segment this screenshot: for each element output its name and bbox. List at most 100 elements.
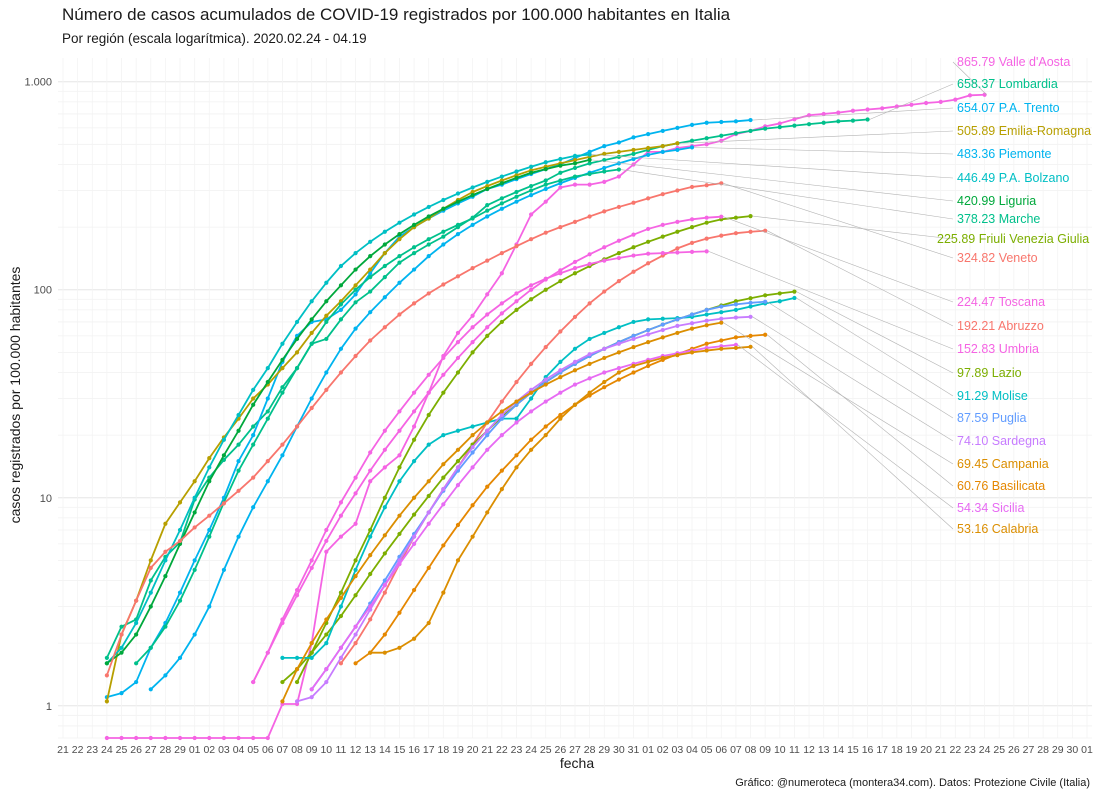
data-point-lombardia: [792, 123, 797, 128]
data-point-liguria: [499, 181, 504, 186]
x-tick-label: 06: [715, 744, 727, 756]
data-point-sardegna: [675, 323, 680, 329]
data-point-lazio: [411, 512, 417, 517]
data-point-piemonte: [280, 453, 285, 458]
data-point-lombardia: [558, 170, 563, 175]
data-point-marche: [616, 167, 621, 172]
data-point-toscana: [499, 311, 504, 316]
data-point-calabria: [616, 370, 621, 375]
data-point-liguria: [572, 161, 578, 166]
data-point-valle-d-aosta: [572, 182, 578, 187]
data-point-sardegna: [748, 314, 753, 319]
data-point-calabria: [441, 590, 446, 595]
x-tick-label: 01: [1081, 744, 1093, 756]
data-point-sicilia: [485, 447, 490, 452]
data-point-marche: [470, 216, 475, 221]
data-point-valle-d-aosta: [938, 99, 943, 104]
data-point-emilia-romagna: [353, 283, 358, 288]
data-point-p-a-bolzano: [192, 495, 197, 500]
data-point-sardegna: [353, 632, 358, 637]
label-leader-line: [694, 147, 954, 155]
data-point-veneto: [529, 237, 534, 242]
data-point-piemonte: [382, 295, 387, 300]
data-point-piemonte: [529, 193, 534, 198]
data-point-molise: [602, 330, 607, 336]
data-point-toscana: [602, 245, 607, 250]
data-point-toscana: [353, 491, 358, 496]
data-point-umbria: [455, 340, 461, 345]
data-point-marche: [411, 245, 417, 250]
data-point-umbria: [294, 587, 300, 593]
data-point-liguria: [514, 175, 519, 180]
data-point-veneto: [602, 209, 607, 214]
data-point-piemonte: [411, 267, 417, 272]
data-point-valle-d-aosta: [558, 185, 563, 190]
data-point-molise: [733, 307, 739, 312]
data-point-marche: [353, 287, 358, 292]
data-point-veneto: [455, 274, 461, 279]
data-point-calabria: [426, 620, 431, 626]
data-point-marche: [543, 182, 548, 187]
data-point-puglia: [646, 327, 651, 333]
data-point-sardegna: [485, 428, 490, 433]
data-point-abruzzo: [529, 361, 534, 366]
x-tick-label: 20: [920, 744, 932, 756]
data-point-puglia: [704, 307, 709, 312]
data-point-marche: [426, 237, 431, 242]
data-point-veneto: [236, 488, 241, 493]
data-point-marche: [368, 275, 373, 280]
label-leader-line: [723, 322, 954, 465]
data-point-lombardia: [148, 578, 153, 583]
data-point-lombardia: [280, 385, 285, 390]
y-tick-label: 10: [40, 493, 52, 505]
data-point-basilicata: [397, 610, 402, 615]
data-point-abruzzo: [353, 641, 358, 646]
data-point-sardegna: [470, 445, 475, 450]
data-point-molise: [558, 359, 563, 364]
data-point-basilicata: [558, 412, 563, 418]
data-point-valle-d-aosta: [485, 292, 490, 297]
data-point-lombardia: [119, 624, 124, 629]
data-point-friuli-venezia-giulia: [529, 297, 534, 302]
data-point-piemonte: [221, 567, 227, 572]
data-point-valle-d-aosta: [382, 465, 387, 470]
x-tick-label: 21: [935, 744, 947, 756]
data-point-friuli-venezia-giulia: [294, 679, 300, 685]
data-point-sicilia: [587, 376, 592, 381]
data-point-toscana: [704, 215, 709, 220]
data-point-emilia-romagna: [294, 350, 300, 355]
data-point-valle-d-aosta: [134, 735, 139, 741]
data-point-liguria: [587, 157, 592, 162]
x-tick-label: 11: [335, 744, 346, 756]
data-point-basilicata: [616, 377, 621, 382]
data-point-lazio: [792, 289, 797, 294]
data-point-piemonte: [631, 156, 636, 162]
data-point-marche: [309, 341, 314, 346]
data-point-calabria: [602, 379, 607, 385]
data-point-veneto: [309, 405, 314, 411]
data-point-valle-d-aosta: [836, 110, 841, 115]
x-tick-label: 08: [291, 744, 303, 756]
data-point-lombardia: [748, 128, 753, 134]
data-point-piemonte: [265, 479, 270, 484]
data-point-lazio: [426, 493, 431, 499]
data-point-friuli-venezia-giulia: [397, 465, 402, 470]
data-point-toscana: [572, 259, 578, 265]
data-point-emilia-romagna: [324, 313, 329, 318]
x-tick-label: 16: [408, 744, 420, 756]
data-point-sardegna: [411, 534, 417, 539]
data-point-sicilia: [455, 483, 461, 488]
data-point-basilicata: [719, 338, 724, 343]
x-tick-label: 24: [525, 744, 537, 756]
series-label-campania: 69.45 Campania: [957, 457, 1049, 471]
data-point-sardegna: [631, 336, 636, 342]
data-point-valle-d-aosta: [177, 735, 183, 741]
data-point-abruzzo: [499, 399, 504, 404]
data-point-umbria: [514, 291, 519, 296]
data-point-valle-d-aosta: [543, 199, 548, 204]
data-point-p-a-trento: [631, 135, 636, 140]
data-point-emilia-romagna: [602, 151, 607, 156]
x-axis-ticks: 21 22 23 24 25 26 27 28 29 01 02 03 04 05 06 07 08 09 10 11…: [57, 744, 1093, 756]
x-tick-label: 04: [233, 744, 245, 756]
data-point-umbria: [660, 250, 665, 256]
